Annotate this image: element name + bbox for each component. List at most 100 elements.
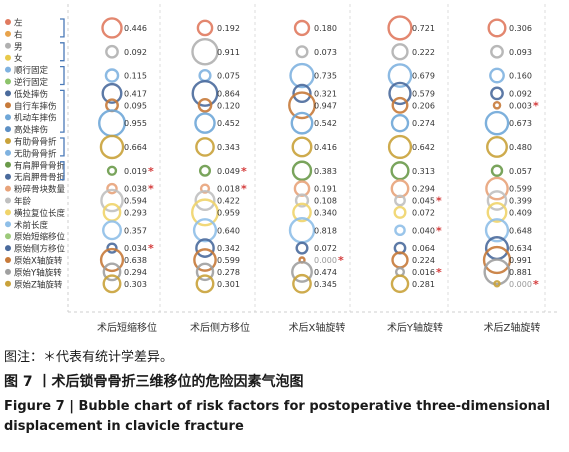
bubble-r20-c4 xyxy=(482,245,512,275)
value-label-r21-c3: 0.016 xyxy=(412,268,435,277)
value-label-r12-c3: 0.313 xyxy=(412,167,435,176)
sig-star-r12-c0: * xyxy=(148,165,154,178)
legend-label-12: 有肩胛骨骨折 xyxy=(14,160,66,171)
value-label-r15-c2: 0.108 xyxy=(314,197,337,206)
bubble-r10-c3 xyxy=(387,134,413,160)
bubble-r7-c3 xyxy=(391,96,409,114)
value-label-r21-c0: 0.294 xyxy=(124,268,147,277)
bubble-r16-c4 xyxy=(486,201,508,223)
value-label-r0-c1: 0.192 xyxy=(217,24,240,33)
legend-label-15: 年龄 xyxy=(14,196,32,207)
value-label-r8-c3: 0.274 xyxy=(412,119,435,128)
legend-label-3: 女 xyxy=(14,53,23,64)
value-label-r22-c3: 0.281 xyxy=(412,280,435,289)
value-label-r19-c2: 0.072 xyxy=(314,244,337,253)
value-label-r2-c1: 0.911 xyxy=(217,48,240,57)
bubble-r21-c1 xyxy=(195,262,215,282)
value-label-r10-c4: 0.480 xyxy=(509,143,532,152)
legend-label-17: 术前长度 xyxy=(14,220,49,231)
bubble-r0-c1 xyxy=(196,19,214,37)
value-label-r14-c2: 0.191 xyxy=(314,185,337,194)
bubble-r8-c0 xyxy=(98,109,126,138)
legend-label-22: 原始Z轴旋转 xyxy=(14,279,63,290)
bubble-r16-c0 xyxy=(102,203,122,222)
value-label-r21-c1: 0.278 xyxy=(217,268,240,277)
legend-dot-1 xyxy=(5,30,11,37)
value-label-r20-c4: 0.991 xyxy=(509,256,532,265)
bubble-r14-c0 xyxy=(106,182,118,195)
value-label-r4-c3: 0.679 xyxy=(412,72,435,81)
value-label-r4-c2: 0.735 xyxy=(314,72,337,81)
bubble-r10-c4 xyxy=(486,135,508,158)
legend-label-7: 自行车摔伤 xyxy=(14,101,57,112)
value-label-r6-c0: 0.417 xyxy=(124,89,147,98)
value-label-r12-c1: 0.049 xyxy=(217,167,240,176)
value-label-r20-c3: 0.224 xyxy=(412,256,435,265)
legend-label-18: 原始短缩移位 xyxy=(14,232,66,243)
bubble-r6-c2 xyxy=(292,83,312,104)
value-label-r16-c3: 0.072 xyxy=(412,208,435,217)
bubble-r7-c1 xyxy=(197,97,213,113)
value-label-r0-c4: 0.306 xyxy=(509,24,532,33)
value-label-r17-c1: 0.640 xyxy=(217,226,240,235)
value-label-r0-c3: 0.721 xyxy=(412,24,435,33)
value-label-r2-c3: 0.222 xyxy=(412,48,435,57)
legend-label-20: 原始X轴旋转 xyxy=(14,256,63,267)
bubble-r7-c2 xyxy=(288,91,316,120)
value-label-r7-c2: 0.947 xyxy=(314,101,337,110)
bubble-r7-c4 xyxy=(492,101,502,110)
bubble-r12-c4 xyxy=(490,164,504,177)
bubble-r2-c1 xyxy=(191,38,219,66)
bubble-r6-c0 xyxy=(101,82,123,104)
legend-label-6: 低处摔伤 xyxy=(14,89,48,100)
bubble-r2-c2 xyxy=(295,45,309,59)
bubble-r0-c0 xyxy=(101,17,123,39)
figure-title-en: Figure 7 | Bubble chart of risk factors … xyxy=(4,399,551,434)
bubble-r14-c4 xyxy=(485,176,509,201)
legend-label-21: 原始Y轴旋转 xyxy=(14,267,62,278)
bubble-r21-c0 xyxy=(102,262,122,282)
value-label-r4-c0: 0.115 xyxy=(124,72,147,81)
legend-dot-11 xyxy=(5,149,11,156)
legend-label-19: 原始侧方移位 xyxy=(14,244,66,255)
value-label-r4-c4: 0.160 xyxy=(509,72,532,81)
bubble-r15-c3 xyxy=(394,194,406,207)
bubble-r19-c1 xyxy=(195,238,215,258)
legend-dot-4 xyxy=(5,66,11,73)
value-label-r19-c0: 0.034 xyxy=(124,244,147,253)
legend-dot-7 xyxy=(5,102,11,109)
legend-dot-13 xyxy=(5,173,11,180)
value-label-r8-c2: 0.542 xyxy=(314,119,337,128)
legend-dot-9 xyxy=(5,126,11,133)
value-label-r12-c4: 0.057 xyxy=(509,167,532,176)
legend-dot-2 xyxy=(5,42,11,49)
value-label-r0-c2: 0.180 xyxy=(314,24,337,33)
bubble-r4-c3 xyxy=(387,63,413,88)
value-label-r7-c0: 0.095 xyxy=(124,101,147,110)
bubble-r15-c0 xyxy=(100,188,124,213)
sig-star-r17-c3: * xyxy=(436,224,442,237)
bubble-r21-c4 xyxy=(483,258,511,286)
value-label-r19-c4: 0.634 xyxy=(509,244,532,253)
legend-dot-14 xyxy=(5,185,11,192)
legend-dot-16 xyxy=(5,209,11,216)
legend-label-5: 逆行固定 xyxy=(14,77,49,88)
bubble-r16-c1 xyxy=(191,198,219,227)
bubble-r17-c4 xyxy=(484,218,510,243)
value-label-r6-c2: 0.321 xyxy=(314,89,337,98)
legend-dot-8 xyxy=(5,114,11,121)
value-label-r20-c1: 0.599 xyxy=(217,256,240,265)
legend-dot-3 xyxy=(5,54,11,61)
bubble-r4-c1 xyxy=(198,68,212,83)
bubble-r0-c4 xyxy=(487,18,507,38)
legend-dot-5 xyxy=(5,78,11,85)
bubble-r17-c0 xyxy=(102,220,122,241)
bubble-r4-c2 xyxy=(289,62,315,89)
group-bracket-2 xyxy=(60,65,65,86)
value-label-r8-c4: 0.673 xyxy=(509,119,532,128)
sig-star-r22-c4: * xyxy=(533,278,539,291)
value-label-r6-c4: 0.092 xyxy=(509,89,532,98)
bubble-r8-c3 xyxy=(390,113,410,133)
sig-star-r12-c1: * xyxy=(241,165,247,178)
bubble-r6-c4 xyxy=(490,86,504,101)
